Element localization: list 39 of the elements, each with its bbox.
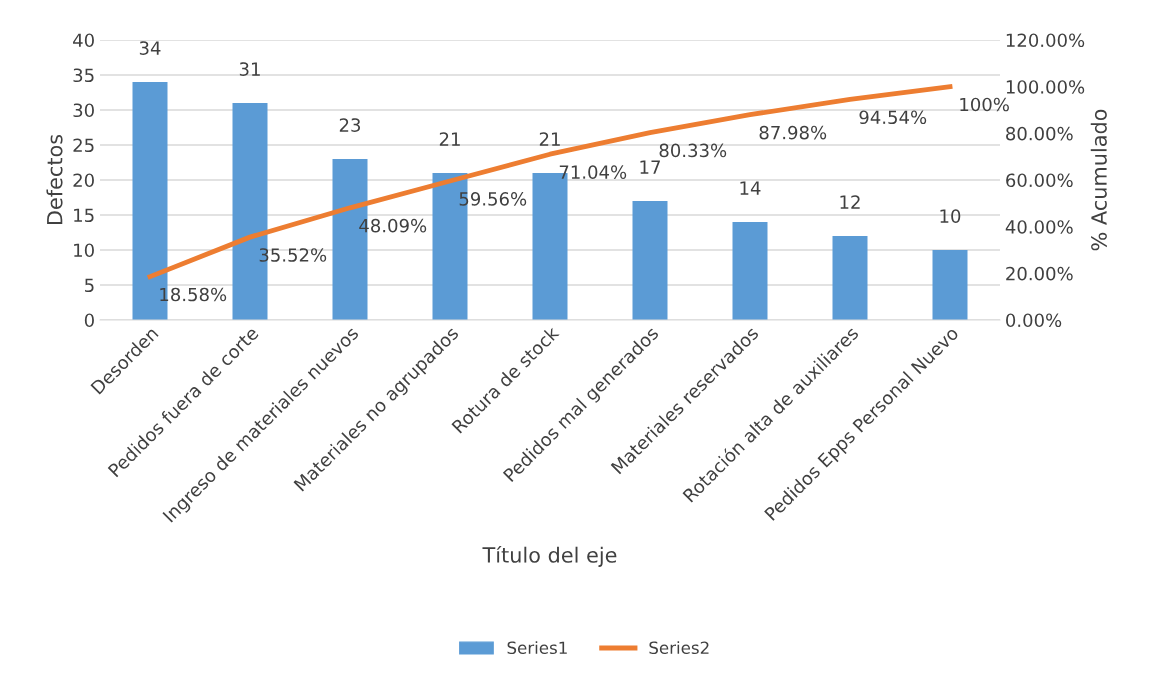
data-label: 34	[139, 41, 161, 55]
data-label: 23	[339, 118, 361, 132]
data-label: 71.04%	[559, 165, 627, 179]
y-tick-label: 10	[74, 243, 94, 258]
legend-label: Series2	[649, 641, 709, 655]
data-label: 17	[640, 160, 660, 174]
y-tick-label: 5	[85, 278, 94, 293]
y2-tick-label: 0.00%	[1006, 313, 1062, 328]
y2-tick-label: 60.00%	[1006, 173, 1073, 188]
y2-tick-label: 80.00%	[1006, 126, 1073, 141]
y2-tick-label: 120.00%	[1006, 33, 1085, 48]
y-axis-title: Defectos	[46, 134, 63, 225]
data-label: 10	[940, 209, 961, 223]
y-tick-label: 0	[84, 313, 94, 328]
data-label: 21	[439, 132, 460, 146]
data-label: 80.33%	[659, 143, 727, 158]
y-tick-label: 15	[74, 208, 94, 223]
legend-label: Series1	[507, 641, 567, 655]
bar	[632, 201, 668, 320]
y2-tick-label: 20.00%	[1006, 266, 1073, 281]
y2-axis-title: % Acumulado	[1090, 109, 1107, 251]
data-label: 21	[539, 132, 560, 146]
y-tick-label: 30	[73, 103, 94, 118]
y-tick-label: 25	[73, 138, 94, 153]
bar	[932, 250, 968, 320]
y2-tick-label: 40.00%	[1005, 220, 1073, 234]
y-tick-label: 40	[73, 33, 94, 48]
y-tick-label: 35	[73, 68, 94, 83]
data-label: 12	[840, 195, 860, 209]
data-label: 87.98%	[759, 125, 827, 140]
x-axis-title: Título del eje	[482, 545, 617, 567]
data-label: 94.54%	[859, 110, 927, 125]
y2-tick-label: 100.00%	[1006, 80, 1085, 94]
data-label: 14	[740, 181, 761, 195]
bar	[732, 222, 768, 320]
data-label: 31	[239, 62, 260, 76]
bar	[832, 236, 868, 320]
data-label: 100%	[960, 97, 1009, 112]
y-tick-label: 20	[73, 173, 94, 188]
